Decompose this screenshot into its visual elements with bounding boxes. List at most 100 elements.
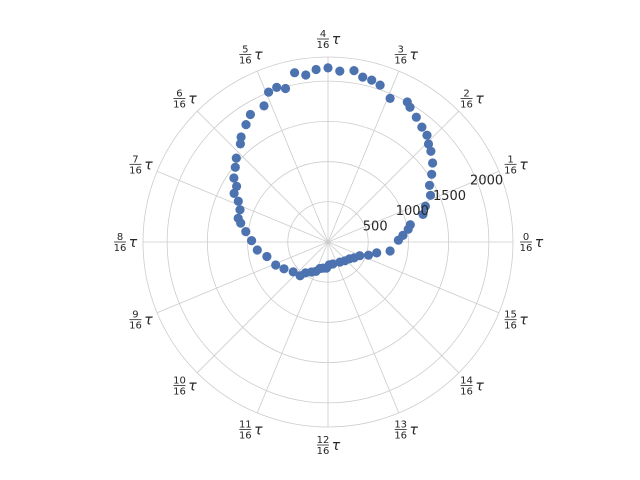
data-point [241,120,251,130]
data-point [235,139,245,149]
data-point [424,180,435,190]
theta-tick-numerator: 1 [507,154,513,165]
theta-tick-tau-symbol: τ [144,313,153,329]
r-tick-label-2000: 2000 [470,173,503,188]
theta-tick-numerator: 15 [504,310,517,321]
theta-tick-tau-symbol: τ [475,379,484,395]
theta-tick-numerator: 2 [463,88,469,99]
theta-tick-denominator: 16 [317,446,330,457]
theta-tick-numerator: 9 [132,310,138,321]
theta-tick-numerator: 8 [117,232,123,243]
data-point [426,146,436,156]
theta-tick-denominator: 16 [504,321,517,332]
radial-tick-labels: 500 1000 1500 2000 [363,173,503,234]
data-point [417,122,427,132]
theta-tick-denominator: 16 [394,431,407,442]
theta-tick-denominator: 16 [239,431,252,442]
r-tick-label-1000: 1000 [396,204,429,219]
theta-tick-numerator: 10 [173,376,186,387]
data-points [229,63,438,281]
data-point [425,190,436,200]
data-point [231,153,241,163]
data-point [229,173,239,183]
theta-grid-line-15 [327,241,500,314]
data-point [385,93,395,103]
polar-grid [142,56,514,428]
data-point [375,80,385,90]
theta-tick-denominator: 16 [129,321,142,332]
theta-tick-tau-symbol: τ [409,423,418,439]
theta-tick-label-9: 916 τ [129,310,153,332]
theta-tick-tau-symbol: τ [188,379,197,395]
data-point [279,264,289,274]
data-point [247,236,257,246]
data-point [262,251,272,262]
data-point [335,66,345,76]
data-point [236,132,246,142]
r-tick-label-500: 500 [363,220,388,235]
theta-tick-numerator: 13 [394,420,407,431]
data-point [335,257,345,267]
data-point [290,68,300,78]
theta-tick-numerator: 14 [460,376,473,387]
data-point [271,260,281,270]
theta-grid-line-13 [327,241,400,414]
theta-tick-label-7: 716 τ [129,154,153,176]
data-point [233,213,243,223]
theta-tick-numerator: 3 [397,44,403,55]
data-point [411,112,421,122]
theta-tick-numerator: 12 [317,435,330,446]
theta-tick-denominator: 16 [129,165,142,176]
data-point [235,205,245,215]
theta-tick-tau-symbol: τ [519,157,528,173]
theta-tick-numerator: 0 [523,232,529,243]
data-point [272,82,282,92]
theta-tick-tau-symbol: τ [254,47,263,63]
data-point [252,245,262,255]
theta-tick-denominator: 16 [504,165,517,176]
data-point [420,201,430,211]
theta-tick-numerator: 5 [242,44,248,55]
theta-tick-tau-symbol: τ [129,235,138,251]
theta-tick-denominator: 16 [173,99,186,110]
theta-grid-line-10 [196,241,329,374]
data-point [367,75,377,85]
theta-grid-line-6 [196,110,329,243]
data-point [288,267,298,277]
theta-tick-label-8: 816 τ [114,232,138,254]
theta-grid-line-14 [327,241,460,374]
theta-grid-line-1 [327,170,500,243]
data-point [363,250,374,260]
theta-tick-tau-symbol: τ [535,235,544,251]
theta-tick-tau-symbol: τ [409,47,418,63]
data-point [241,227,251,237]
data-point [385,246,395,256]
theta-grid-line-2 [327,110,460,243]
theta-tick-label-0: 016 τ [520,232,544,254]
theta-tick-label-2: 216 τ [460,88,484,110]
data-point [418,209,428,219]
data-point [232,181,242,191]
theta-tick-label-1: 116 τ [504,154,528,176]
theta-tick-tau-symbol: τ [519,313,528,329]
theta-tick-label-4: 416 τ [317,29,341,51]
theta-grid-line-9 [156,241,329,314]
theta-grid-line-5 [256,70,329,243]
data-point [311,64,321,75]
theta-tick-label-3: 316 τ [394,44,418,66]
theta-tick-tau-symbol: τ [188,91,197,107]
theta-tick-tau-symbol: τ [332,438,341,454]
theta-tick-denominator: 16 [239,55,252,66]
theta-tick-numerator: 4 [320,29,326,40]
data-point [323,63,333,73]
data-point [245,109,255,120]
data-point [405,102,415,112]
theta-tick-denominator: 16 [114,243,127,254]
data-point [427,169,437,179]
